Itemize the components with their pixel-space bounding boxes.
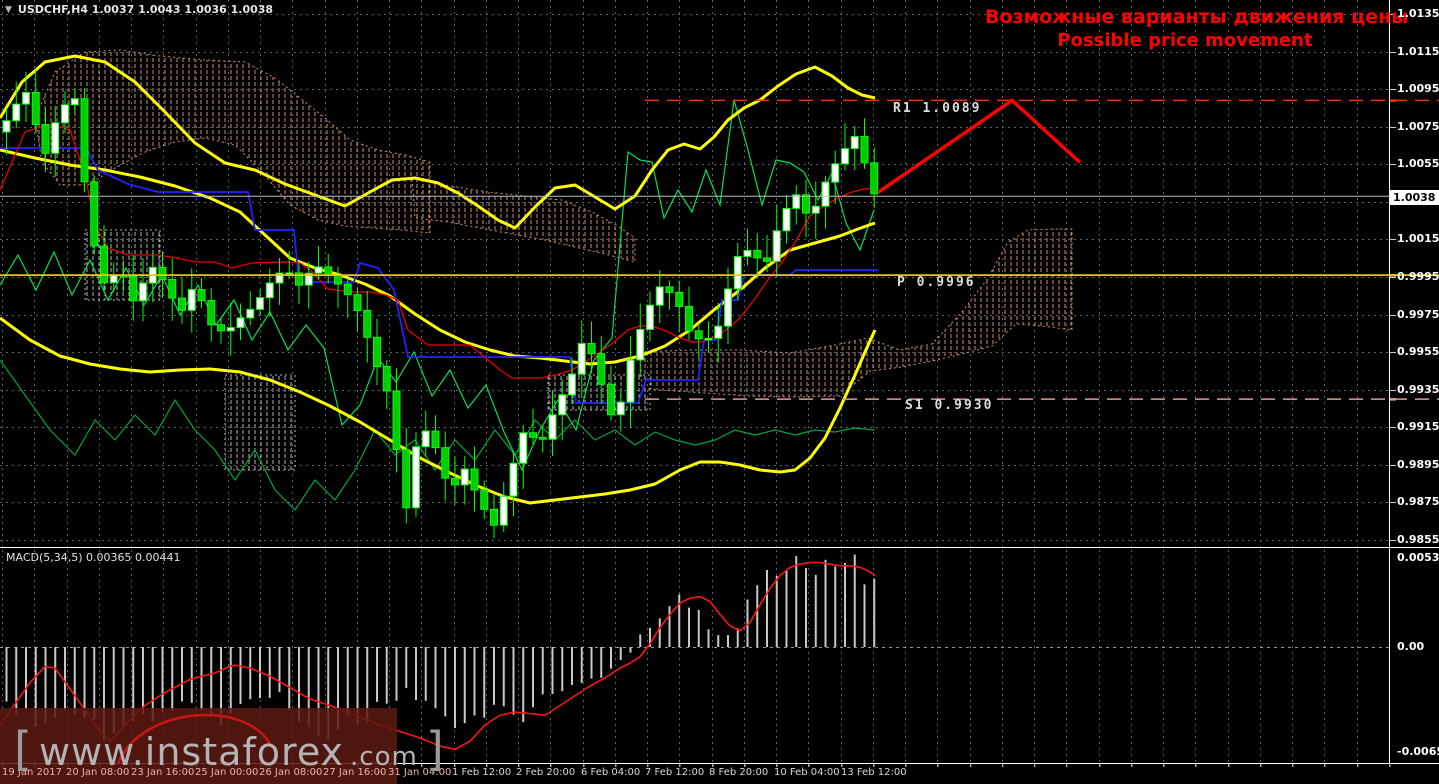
time-axis-label: 2 Feb 20:00 [516, 767, 576, 778]
annotation-line-ru: Возможные варианты движения цены [985, 6, 1409, 28]
price-axis-label: 0.9975 [1397, 308, 1439, 321]
watermark-bracket-close: ] [425, 722, 445, 776]
annotation-line-en: Possible price movement [1057, 30, 1313, 51]
watermark-bracket-open: [ [14, 722, 33, 776]
macd-axis-label: 0.00 [1397, 640, 1425, 653]
macd-axis-label: -0.00659 [1397, 745, 1439, 758]
price-axis-label: 0.9895 [1397, 458, 1439, 471]
price-axis-label: 0.9915 [1397, 420, 1439, 433]
price-axis-label: 0.9995 [1397, 270, 1439, 283]
symbol-ohlc-title: USDCHF,H4 1.0037 1.0043 1.0036 1.0038 [17, 3, 274, 16]
p-pivot-label: P 0.9996 [897, 275, 976, 290]
time-axis-label: 27 Jan 16:00 [323, 767, 387, 778]
price-axis-label: 1.0075 [1397, 120, 1439, 133]
symbol-dropdown-icon[interactable]: ▼ [5, 4, 12, 15]
watermark-domain: www.instaforex [38, 730, 345, 774]
time-axis-label: 26 Jan 08:00 [259, 767, 323, 778]
r1-pivot-label: R1 1.0089 [893, 101, 982, 116]
macd-axis-label: 0.00536 [1397, 551, 1439, 564]
time-axis-label: 7 Feb 12:00 [645, 767, 705, 778]
macd-indicator-label: MACD(5,34,5) 0.00365 0.00441 [6, 551, 181, 564]
time-axis-label: 8 Feb 20:00 [709, 767, 769, 778]
time-axis-label: 6 Feb 04:00 [581, 767, 641, 778]
price-axis-label: 1.0135 [1397, 7, 1439, 20]
time-axis-label: 23 Jan 16:00 [131, 767, 195, 778]
annotation-text: Возможные варианты движения цены Possibl… [985, 6, 1409, 52]
price-axis-label: 1.0095 [1397, 82, 1439, 95]
time-axis-label: 1 Feb 12:00 [452, 767, 512, 778]
s1-pivot-label: S1 0.9930 [905, 398, 994, 413]
time-axis-label: 10 Feb 04:00 [774, 767, 840, 778]
price-axis-label: 0.9875 [1397, 495, 1439, 508]
time-axis-label: 19 Jan 2017 [2, 767, 62, 778]
time-axis-label: 20 Jan 08:00 [66, 767, 130, 778]
price-axis-label: 1.0015 [1397, 232, 1439, 245]
time-axis-label: 31 Jan 04:00 [388, 767, 452, 778]
time-axis-label: 25 Jan 00:00 [195, 767, 259, 778]
time-axis-label: 13 Feb 12:00 [841, 767, 907, 778]
price-axis-label: 1.0115 [1397, 45, 1439, 58]
price-axis-label: 0.9935 [1397, 383, 1439, 396]
price-axis-label: 0.9955 [1397, 345, 1439, 358]
last-price-badge: 1.0038 [1390, 190, 1439, 205]
watermark-tld: .com [350, 742, 418, 772]
price-axis-label: 0.9855 [1397, 533, 1439, 546]
chart-title-bar: ▼ USDCHF,H4 1.0037 1.0043 1.0036 1.0038 [5, 3, 273, 16]
price-axis-label: 1.0055 [1397, 157, 1439, 170]
instaforex-watermark: [ www.instaforex .com ] [14, 722, 445, 776]
